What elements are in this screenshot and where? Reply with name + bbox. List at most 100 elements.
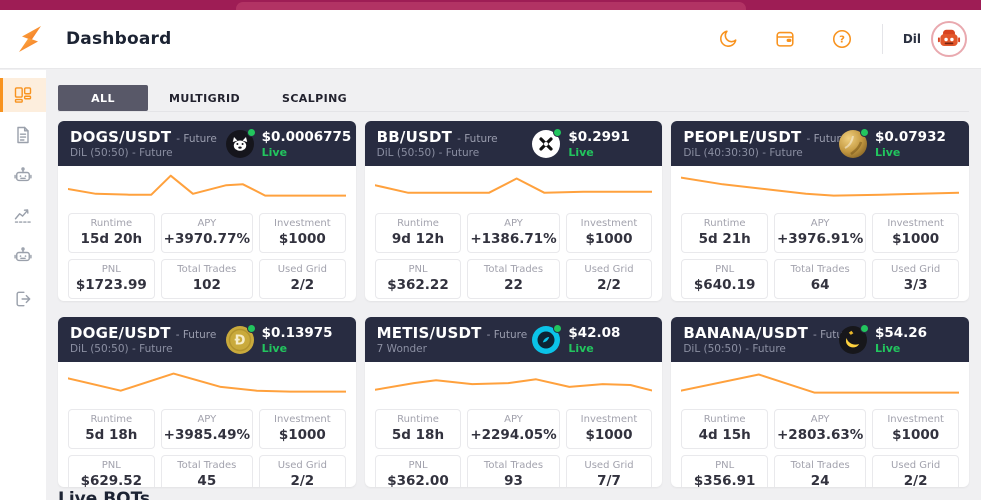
stats-grid: Runtime 5d 18h APY +2294.05% Investment $1000… [374,409,653,487]
sidebar-item-documents[interactable] [0,118,46,152]
coin-icon: Ð [225,323,256,354]
stat-label: Total Trades [177,264,237,275]
pair-name: DOGE/USDT [70,324,171,342]
price-sparkline [374,177,653,194]
moon-icon [717,28,739,50]
market-type-label: - Future [175,329,217,341]
bot-card-header: BANANA/USDT - Future DiL (50:50) - Futur… [671,317,969,362]
price-sparkline [374,378,653,392]
window-tab-highlight [236,2,746,10]
stat-runtime: Runtime 5d 18h [374,409,462,449]
bot-cards-grid: DOGS/USDT - Future DiL (50:50) - Future … [58,121,969,487]
stat-label: APY [197,414,217,425]
stat-value: 2/2 [290,473,315,487]
current-price: $42.08 [568,324,621,341]
stat-label: PNL [101,460,121,471]
stat-label: APY [504,218,523,229]
market-type-label: - Future [176,133,217,145]
stat-investment: Investment $1000 [565,409,653,449]
header-divider [881,24,883,54]
stat-label: Total Trades [483,264,544,275]
strategy-subtitle: 7 Wonder [376,343,427,355]
price-sparkline [68,372,346,393]
price-sparkline [68,174,346,197]
stat-investment: Investment $1000 [258,213,346,253]
bot-card-metis-usdt[interactable]: METIS/USDT - Future 7 Wonder $42.08 Live… [364,317,663,487]
bot-card-doge-usdt[interactable]: DOGE/USDT - Future DiL (50:50) - Future … [58,317,356,487]
user-menu[interactable]: Dil [903,21,967,57]
dashboard-icon [13,85,33,105]
stat-pnl: PNL $362.00 [374,455,462,487]
user-avatar[interactable] [931,21,967,57]
online-dot [553,323,563,333]
live-status-badge: Live [568,145,594,159]
stat-investment: Investment $1000 [872,213,959,253]
stat-label: Investment [580,414,638,425]
stat-total-trades: Total Trades 24 [773,455,867,487]
tab-scalping[interactable]: SCALPING [282,91,348,105]
app-header: Dashboard ? Dil [0,10,981,69]
sidebar-item-bots[interactable] [0,158,46,192]
stat-value: 4d 15h [698,427,751,443]
sidebar-item-trades[interactable] [0,198,46,232]
sidebar-item-logout[interactable] [0,282,46,316]
stat-label: PNL [408,460,428,471]
page-title: Dashboard [66,29,172,49]
sidebar-item-bot-manager[interactable] [0,238,46,272]
robot-avatar-icon [937,29,961,47]
current-price: $54.26 [874,324,928,341]
stat-value: 3/3 [903,277,928,293]
tab-multigrid[interactable]: MULTIGRID [169,91,240,105]
bot-card-banana-usdt[interactable]: BANANA/USDT - Future DiL (50:50) - Futur… [671,317,969,487]
bot-card-header: DOGE/USDT - Future DiL (50:50) - Future … [58,317,356,362]
bot-card-body: Runtime 5d 21h APY +3976.91% Investment $1000… [671,166,969,301]
stat-label: Investment [580,218,638,229]
bot-card-people-usdt[interactable]: PEOPLE/USDT - Future DiL (40:30:30) - Fu… [671,121,969,301]
pair-name: BANANA/USDT [683,324,809,342]
robot-icon [13,245,33,265]
stat-value: $1000 [278,427,326,443]
help-button[interactable]: ? [830,27,854,51]
stat-label: Used Grid [891,460,941,471]
robot-icon [13,165,33,185]
live-bots-heading: Live BOTs [58,489,151,500]
sidebar [0,70,46,500]
sidebar-item-dashboard[interactable] [0,78,46,112]
stat-label: Used Grid [584,460,634,471]
stat-label: Runtime [90,218,133,229]
stat-pnl: PNL $356.91 [681,455,768,487]
stat-value: $1000 [892,231,940,247]
coin-icon [838,323,869,354]
strategy-subtitle: DiL (50:50) - Future [70,343,173,355]
stat-label: Used Grid [584,264,634,275]
stat-investment: Investment $1000 [872,409,959,449]
stat-investment: Investment $1000 [258,409,346,449]
bot-card-body: Runtime 5d 18h APY +2294.05% Investment $1000… [365,362,663,487]
stat-value: $362.00 [387,473,449,487]
bot-card-dogs-usdt[interactable]: DOGS/USDT - Future DiL (50:50) - Future … [58,121,356,301]
tab-all[interactable]: ALL [58,85,148,111]
stat-used-grid: Used Grid 2/2 [258,259,346,299]
bot-card-bb-usdt[interactable]: BB/USDT - Future DiL (50:50) - Future $0… [364,121,663,301]
stat-total-trades: Total Trades 102 [160,259,253,299]
stat-value: 7/7 [597,473,621,487]
stat-pnl: PNL $640.19 [681,259,768,299]
stat-label: APY [810,414,830,425]
theme-toggle-button[interactable] [716,27,740,51]
user-name: Dil [902,32,921,46]
stat-value: +1386.71% [470,231,557,247]
pair-name: PEOPLE/USDT [683,128,802,146]
stat-runtime: Runtime 5d 21h [681,213,768,253]
stat-label: APY [810,218,830,229]
stat-label: Used Grid [277,460,327,471]
stats-grid: Runtime 5d 18h APY +3985.49% Investment $1000… [68,409,346,487]
wallet-button[interactable] [773,27,797,51]
stat-label: PNL [715,264,735,275]
online-dot [859,323,869,333]
market-type-label: - Future [457,133,498,145]
market-type-label: - Future [486,329,528,341]
stat-runtime: Runtime 15d 20h [68,213,155,253]
stat-value: 64 [810,277,830,293]
stat-runtime: Runtime 4d 15h [681,409,768,449]
coin-icon [225,127,256,158]
